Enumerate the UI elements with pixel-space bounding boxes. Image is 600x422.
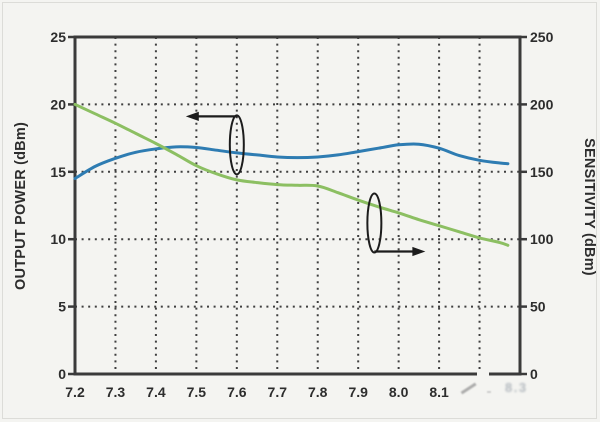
x-tick-label: 7.3 [106, 384, 126, 400]
plot-border [73, 35, 522, 376]
x-tick-label: 7.7 [268, 384, 288, 400]
right-tick-label: 0 [530, 366, 538, 382]
series-lines [73, 102, 510, 247]
left-axis-title: OUTPUT POWER (dBm) [13, 122, 29, 290]
ellipse-pointer-sensitivity [366, 192, 426, 257]
left-tick-label: 10 [50, 231, 66, 247]
left-tick-label: 5 [58, 299, 66, 315]
left-tick-label: 15 [50, 164, 66, 180]
watermark-remnant-text: 8.3 [505, 380, 528, 395]
left-tick-label: 25 [50, 29, 66, 45]
right-tick-label: 150 [530, 164, 554, 180]
annotations [185, 111, 426, 257]
left-tick-label: 0 [58, 366, 66, 382]
x-tick-label: 7.6 [227, 384, 247, 400]
arrow-head-right [412, 246, 426, 257]
right-tick-label: 50 [530, 299, 546, 315]
right-tick-label: 100 [530, 231, 554, 247]
right-tick-label: 250 [530, 29, 554, 45]
x-tick-label: 7.2 [65, 384, 85, 400]
series-line-sensitivity [73, 102, 510, 247]
gridlines [75, 37, 520, 374]
ellipse-pointer-output-power [185, 111, 245, 176]
indicator-ellipse [366, 192, 383, 254]
right-tick-label: 200 [530, 96, 554, 112]
arrow-head-left [185, 111, 199, 121]
image-artifacts [477, 371, 489, 378]
axis-gap-artifact [477, 371, 489, 378]
x-tick-label: 7.9 [348, 384, 368, 400]
left-tick-label: 20 [50, 96, 66, 112]
x-tick-label: 8.1 [429, 384, 449, 400]
x-tick-label: 7.4 [146, 384, 166, 400]
plot-frame [73, 35, 522, 376]
series-line-output-power [73, 142, 510, 180]
x-tick-label: 7.8 [308, 384, 328, 400]
right-axis-title: SENSITIVITY (dBm) [581, 138, 597, 276]
x-tick-label: 8.0 [389, 384, 409, 400]
axis-ticks [68, 35, 527, 376]
watermark-remnant-dot [487, 391, 491, 393]
x-tick-label: 7.5 [187, 384, 207, 400]
